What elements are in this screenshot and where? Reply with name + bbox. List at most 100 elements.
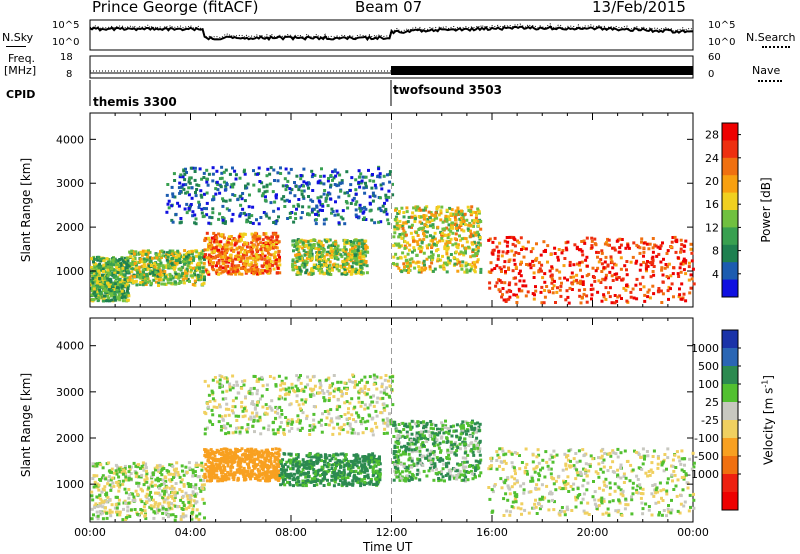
echo-cell bbox=[202, 483, 206, 487]
echo-cell bbox=[369, 478, 373, 481]
echo-cell bbox=[437, 213, 441, 217]
echo-cell bbox=[669, 274, 673, 278]
echo-cell bbox=[97, 255, 101, 259]
echo-cell bbox=[187, 500, 191, 504]
echo-cell bbox=[345, 240, 349, 244]
echo-cell bbox=[352, 453, 356, 457]
echo-cell bbox=[420, 246, 424, 250]
echo-cell bbox=[245, 220, 249, 224]
echo-cell bbox=[679, 250, 682, 254]
echo-cell bbox=[213, 250, 217, 253]
echo-cell bbox=[111, 292, 114, 296]
echo-cell bbox=[268, 246, 271, 250]
echo-cell bbox=[250, 232, 254, 236]
echo-cell bbox=[169, 281, 173, 285]
echo-cell bbox=[92, 485, 96, 489]
echo-cell bbox=[107, 479, 110, 483]
echo-cell bbox=[506, 250, 510, 253]
echo-cell bbox=[149, 269, 153, 273]
echo-cell bbox=[139, 275, 143, 279]
echo-cell bbox=[109, 478, 113, 482]
echo-cell bbox=[150, 475, 154, 478]
echo-cell bbox=[311, 199, 315, 203]
echo-cell bbox=[596, 255, 599, 259]
echo-cell bbox=[252, 449, 256, 453]
echo-cell bbox=[306, 183, 310, 187]
echo-cell bbox=[585, 264, 589, 268]
echo-cell bbox=[255, 218, 258, 222]
echo-cell bbox=[214, 462, 218, 466]
echo-cell bbox=[501, 287, 505, 290]
echo-cell bbox=[168, 272, 172, 276]
echo-cell bbox=[495, 264, 499, 268]
echo-cell bbox=[218, 177, 222, 181]
echo-cell bbox=[590, 283, 594, 287]
echo-cell bbox=[265, 248, 269, 252]
echo-cell bbox=[238, 272, 241, 276]
echo-cell bbox=[665, 275, 669, 278]
echo-cell bbox=[337, 183, 341, 187]
echo-cell bbox=[245, 245, 249, 249]
echo-cell bbox=[432, 242, 436, 246]
echo-cell bbox=[168, 506, 172, 510]
echo-cell bbox=[100, 476, 104, 480]
echo-cell bbox=[450, 208, 454, 212]
echo-cell bbox=[270, 453, 274, 457]
echo-cell bbox=[429, 211, 433, 215]
echo-cell bbox=[455, 244, 459, 248]
nsky-tick-top: 10^5 bbox=[52, 20, 80, 31]
echo-cell bbox=[93, 462, 97, 466]
echo-cell bbox=[250, 452, 254, 456]
echo-cell bbox=[317, 260, 321, 264]
echo-cell bbox=[274, 258, 278, 262]
echo-cell bbox=[298, 255, 302, 259]
echo-cell bbox=[534, 285, 537, 289]
echo-cell bbox=[646, 295, 650, 299]
echo-cell bbox=[236, 463, 240, 467]
echo-cell bbox=[165, 251, 169, 255]
echo-cell bbox=[505, 290, 509, 294]
echo-cell bbox=[687, 278, 691, 282]
echo-cell bbox=[381, 204, 385, 208]
echo-cell bbox=[165, 273, 169, 277]
echo-cell bbox=[96, 258, 100, 262]
echo-cell bbox=[171, 220, 175, 224]
echo-cell bbox=[269, 470, 273, 474]
echo-cell bbox=[186, 482, 190, 486]
echo-cell bbox=[612, 246, 616, 250]
echo-cell bbox=[173, 266, 177, 269]
echo-cell bbox=[301, 241, 305, 245]
echo-cell bbox=[406, 252, 410, 256]
echo-cell bbox=[431, 256, 435, 260]
echo-cell bbox=[106, 265, 110, 269]
echo-cell bbox=[170, 218, 174, 222]
echo-cell bbox=[634, 283, 638, 287]
echo-cell bbox=[221, 266, 225, 270]
echo-cell bbox=[295, 253, 299, 257]
echo-cell bbox=[212, 268, 216, 272]
echo-cell bbox=[477, 241, 481, 245]
echo-cell bbox=[160, 249, 164, 253]
echo-cell bbox=[181, 255, 185, 259]
echo-cell bbox=[356, 271, 360, 274]
echo-cell bbox=[216, 476, 220, 480]
echo-cell bbox=[679, 238, 683, 242]
echo-cell bbox=[604, 273, 608, 277]
echo-cell bbox=[558, 276, 562, 280]
echo-cell bbox=[311, 189, 315, 192]
echo-cell bbox=[488, 281, 492, 285]
echo-cell bbox=[127, 478, 131, 482]
echo-cell bbox=[122, 507, 125, 511]
echo-cell bbox=[190, 186, 194, 190]
echo-cell bbox=[157, 281, 161, 285]
echo-cell bbox=[615, 276, 619, 280]
echo-cell bbox=[643, 293, 647, 297]
echo-cell bbox=[164, 507, 168, 511]
echo-cell bbox=[239, 259, 242, 263]
echo-cell bbox=[194, 217, 198, 221]
echo-cell bbox=[512, 258, 516, 262]
echo-cell bbox=[578, 261, 582, 265]
echo-cell bbox=[426, 218, 430, 221]
echo-cell bbox=[174, 482, 178, 485]
echo-cell bbox=[197, 206, 201, 209]
